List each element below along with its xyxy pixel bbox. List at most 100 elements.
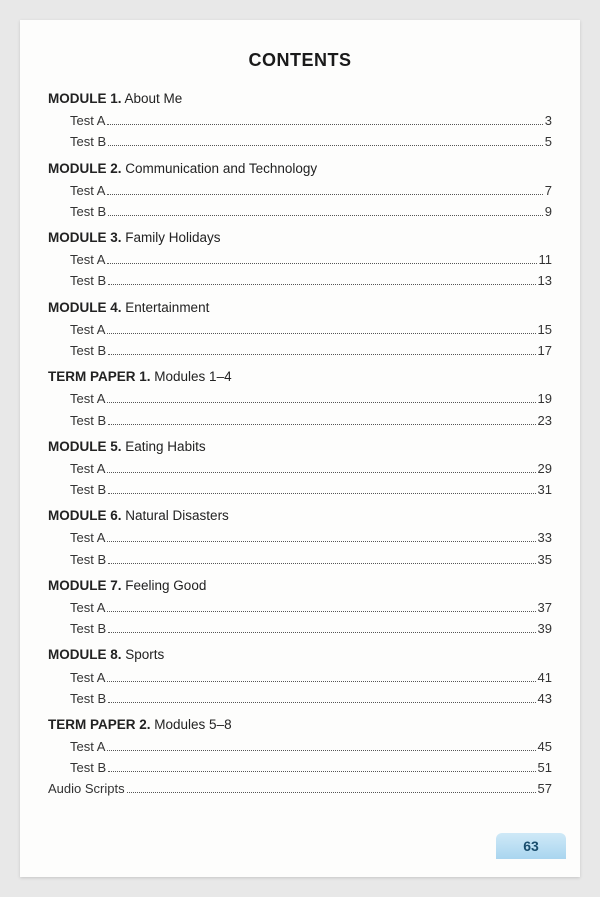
toc-entry: Test B 39: [70, 619, 552, 639]
section-name: About Me: [125, 91, 183, 106]
section-name: Modules 1–4: [154, 369, 231, 384]
entry-label: Test A: [70, 250, 105, 270]
dot-leader: [107, 541, 535, 542]
entry-page: 13: [538, 271, 552, 291]
page-number-tab: 63: [496, 833, 566, 859]
dot-leader: [108, 771, 535, 772]
toc-entry: Test B31: [70, 480, 552, 500]
section-name: Feeling Good: [125, 578, 206, 593]
dot-leader: [127, 792, 536, 793]
dot-leader: [107, 333, 535, 334]
entry-page: 29: [538, 459, 552, 479]
entry-page: 23: [538, 411, 552, 431]
entry-page: 37: [538, 598, 552, 618]
section-name: Natural Disasters: [125, 508, 229, 523]
toc-entry: Test B43: [70, 689, 552, 709]
entry-page: 9: [545, 202, 552, 222]
toc-entry: Test B 51: [70, 758, 552, 778]
toc-entry: Audio Scripts 57: [48, 779, 552, 799]
entry-page: 7: [545, 181, 552, 201]
toc-entry: Test A 33: [70, 528, 552, 548]
entry-label: Audio Scripts: [48, 779, 125, 799]
section-prefix: MODULE 5.: [48, 439, 122, 454]
entry-label: Test A: [70, 668, 105, 688]
entry-label: Test B: [70, 202, 106, 222]
entry-page: 35: [538, 550, 552, 570]
dot-leader: [107, 681, 535, 682]
toc-entry: Test A 15: [70, 320, 552, 340]
entry-label: Test B: [70, 619, 106, 639]
dot-leader: [108, 493, 535, 494]
section-prefix: MODULE 1.: [48, 91, 122, 106]
section-heading: MODULE 3. Family Holidays: [48, 228, 552, 248]
entry-label: Test A: [70, 181, 105, 201]
entry-page: 19: [538, 389, 552, 409]
entry-page: 33: [538, 528, 552, 548]
dot-leader: [108, 215, 543, 216]
toc-entry: Test A 3: [70, 111, 552, 131]
section-name: Family Holidays: [125, 230, 220, 245]
section-heading: MODULE 2. Communication and Technology: [48, 159, 552, 179]
toc-entry: Test B 23: [70, 411, 552, 431]
toc-entry: Test A 7: [70, 181, 552, 201]
dot-leader: [107, 194, 542, 195]
toc-entry: Test B17: [70, 341, 552, 361]
section-name: Communication and Technology: [125, 161, 317, 176]
section-prefix: TERM PAPER 1.: [48, 369, 151, 384]
entry-label: Test A: [70, 737, 105, 757]
entry-page: 15: [538, 320, 552, 340]
entry-label: Test A: [70, 598, 105, 618]
dot-leader: [107, 124, 542, 125]
section-heading: TERM PAPER 2. Modules 5–8: [48, 715, 552, 735]
entry-label: Test B: [70, 689, 106, 709]
entry-page: 39: [538, 619, 552, 639]
entry-label: Test A: [70, 459, 105, 479]
entry-label: Test B: [70, 550, 106, 570]
entry-label: Test A: [70, 389, 105, 409]
section-prefix: MODULE 7.: [48, 578, 122, 593]
entry-label: Test A: [70, 111, 105, 131]
toc-entry: Test A41: [70, 668, 552, 688]
entry-label: Test A: [70, 320, 105, 340]
dot-leader: [107, 611, 535, 612]
dot-leader: [107, 263, 536, 264]
toc-entry: Test A 37: [70, 598, 552, 618]
entry-page: 51: [538, 758, 552, 778]
dot-leader: [108, 424, 535, 425]
toc-entry: Test A 45: [70, 737, 552, 757]
entry-page: 45: [538, 737, 552, 757]
section-prefix: MODULE 4.: [48, 300, 122, 315]
section-prefix: MODULE 8.: [48, 647, 122, 662]
entry-page: 17: [538, 341, 552, 361]
toc-entry: Test B5: [70, 132, 552, 152]
dot-leader: [107, 402, 535, 403]
entry-page: 57: [538, 779, 552, 799]
section-name: Eating Habits: [125, 439, 205, 454]
entry-label: Test A: [70, 528, 105, 548]
entry-page: 3: [545, 111, 552, 131]
toc-entry: Test A 19: [70, 389, 552, 409]
page-number: 63: [523, 838, 539, 854]
section-heading: MODULE 7. Feeling Good: [48, 576, 552, 596]
toc-body: MODULE 1. About Me Test A 3Test B5 MODULE 2…: [48, 89, 552, 799]
toc-entry: Test B 9: [70, 202, 552, 222]
dot-leader: [108, 632, 535, 633]
entry-page: 31: [538, 480, 552, 500]
entry-label: Test B: [70, 411, 106, 431]
toc-entry: Test B13: [70, 271, 552, 291]
section-name: Modules 5–8: [154, 717, 231, 732]
contents-page: CONTENTS MODULE 1. About MeTest A3Test B…: [20, 20, 580, 877]
entry-label: Test B: [70, 132, 106, 152]
section-prefix: MODULE 2.: [48, 161, 122, 176]
toc-entry: Test A 29: [70, 459, 552, 479]
section-prefix: MODULE 6.: [48, 508, 122, 523]
section-heading: MODULE 6. Natural Disasters: [48, 506, 552, 526]
toc-entry: Test B 35: [70, 550, 552, 570]
section-heading: MODULE 5. Eating Habits: [48, 437, 552, 457]
entry-label: Test B: [70, 758, 106, 778]
dot-leader: [107, 472, 535, 473]
section-prefix: MODULE 3.: [48, 230, 122, 245]
section-prefix: TERM PAPER 2.: [48, 717, 151, 732]
page-title: CONTENTS: [48, 50, 552, 71]
entry-page: 11: [539, 250, 553, 270]
